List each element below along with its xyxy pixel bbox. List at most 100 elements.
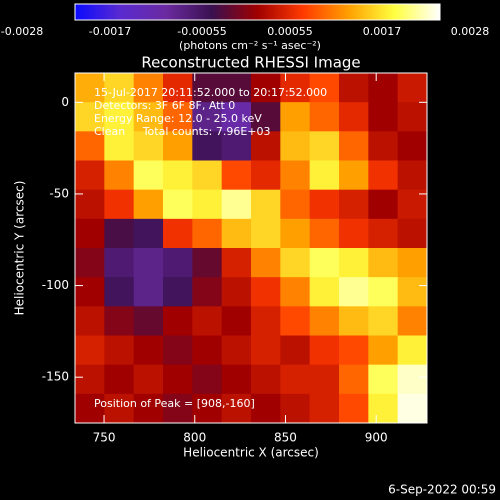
colorbar-tick-label: 0.0017	[363, 25, 402, 38]
heatmap-cell	[368, 218, 399, 249]
annotation: Detectors: 3F 6F 8F, Att 0	[94, 99, 235, 112]
heatmap-cell	[368, 306, 399, 336]
heatmap-cell	[192, 189, 223, 220]
heatmap-cell	[397, 160, 428, 191]
colorbar-tick-label: 0.0028	[451, 25, 490, 38]
plot-frame	[74, 72, 428, 424]
heatmap-cell	[163, 160, 193, 191]
heatmap-cell	[163, 277, 193, 307]
heatmap-cell	[397, 131, 428, 161]
heatmap-cell	[339, 189, 369, 220]
heatmap-cell	[192, 131, 223, 161]
heatmap-cell	[221, 160, 252, 191]
heatmap-cell	[192, 102, 223, 132]
heatmap-cell	[221, 364, 252, 395]
colorbar	[74, 3, 441, 21]
heatmap-cell	[397, 393, 428, 424]
heatmap-cell	[251, 218, 281, 249]
heatmap-cell	[309, 102, 340, 132]
heatmap-cell	[280, 306, 311, 336]
heatmap-cell	[133, 393, 164, 424]
heatmap-cell	[75, 218, 105, 249]
heatmap-cell	[309, 248, 340, 278]
heatmap-cell	[339, 131, 369, 161]
heatmap-cell	[251, 306, 281, 336]
x-tick-label: 800	[183, 431, 206, 445]
heatmap-cell	[163, 335, 193, 366]
heatmap-cell	[221, 102, 252, 132]
colorbar-label: (photons cm⁻² s⁻¹ asec⁻²)	[179, 39, 321, 52]
heatmap-cell	[163, 364, 193, 395]
heatmap-cell	[397, 335, 428, 366]
heatmap-cell	[280, 160, 311, 191]
heatmap-cell	[368, 160, 399, 191]
heatmap-cell	[104, 218, 135, 249]
heatmap-cell	[251, 73, 281, 103]
heatmap-cell	[339, 364, 369, 395]
heatmap-cell	[280, 189, 311, 220]
heatmap-cell	[397, 248, 428, 278]
colorbar-tick-label: -0.0028	[1, 25, 43, 38]
annotation: Clean Total counts: 7.96E+03	[94, 125, 271, 138]
heatmap-cell	[133, 335, 164, 366]
heatmap-cell	[75, 102, 105, 132]
heatmap-cell	[104, 102, 135, 132]
heatmap-cell	[163, 73, 193, 103]
x-tick-label: 750	[93, 431, 116, 445]
heatmap-cell	[251, 393, 281, 424]
heatmap-cell	[163, 306, 193, 336]
heatmap-cell	[309, 189, 340, 220]
heatmap-cell	[104, 306, 135, 336]
heatmap-cell	[104, 189, 135, 220]
heatmap-cell	[221, 306, 252, 336]
colorbar-tick-label: -0.0017	[89, 25, 131, 38]
heatmap-cell	[104, 393, 135, 424]
heatmap-cell	[280, 248, 311, 278]
heatmap-cell	[339, 248, 369, 278]
heatmap-cell	[221, 189, 252, 220]
heatmap-cell	[397, 102, 428, 132]
heatmap-cell	[309, 364, 340, 395]
heatmap-cell	[309, 393, 340, 424]
heatmap-cell	[221, 277, 252, 307]
heatmap-cell	[104, 73, 135, 103]
x-axis-label: Heliocentric X (arcsec)	[183, 446, 319, 460]
heatmap-cell	[192, 277, 223, 307]
heatmap-cell	[163, 218, 193, 249]
heatmap-cell	[309, 306, 340, 336]
y-tick-label: -50	[49, 186, 69, 200]
heatmap-cell	[397, 189, 428, 220]
heatmap-cell	[133, 73, 164, 103]
heatmap-cell	[75, 189, 105, 220]
heatmap-cell	[75, 306, 105, 336]
heatmap-cell	[104, 364, 135, 395]
heatmap-cell	[192, 248, 223, 278]
heatmap-cell	[75, 248, 105, 278]
heatmap-cell	[133, 189, 164, 220]
heatmap-cell	[192, 73, 223, 103]
heatmap-cell	[397, 73, 428, 103]
heatmap-cell	[280, 102, 311, 132]
chart-title: Reconstructed RHESSI Image	[141, 54, 360, 72]
heatmap-cell	[251, 131, 281, 161]
heatmap-cell	[339, 393, 369, 424]
x-tick-label: 850	[274, 431, 297, 445]
heatmap-cell	[280, 277, 311, 307]
heatmap-cell	[397, 364, 428, 395]
heatmap-cell	[309, 160, 340, 191]
heatmap-cell	[192, 306, 223, 336]
heatmap-cell	[163, 131, 193, 161]
heatmap-cell	[280, 218, 311, 249]
heatmap-cell	[339, 218, 369, 249]
heatmap	[75, 73, 428, 424]
heatmap-cell	[75, 277, 105, 307]
heatmap-cell	[251, 277, 281, 307]
heatmap-cell	[368, 335, 399, 366]
heatmap-cell	[368, 102, 399, 132]
heatmap-cell	[280, 364, 311, 395]
heatmap-cell	[339, 335, 369, 366]
footer-date: 6-Sep-2022 00:59	[388, 483, 496, 497]
heatmap-cell	[251, 189, 281, 220]
heatmap-cell	[251, 160, 281, 191]
colorbar-tick-label: 0.00055	[267, 25, 313, 38]
